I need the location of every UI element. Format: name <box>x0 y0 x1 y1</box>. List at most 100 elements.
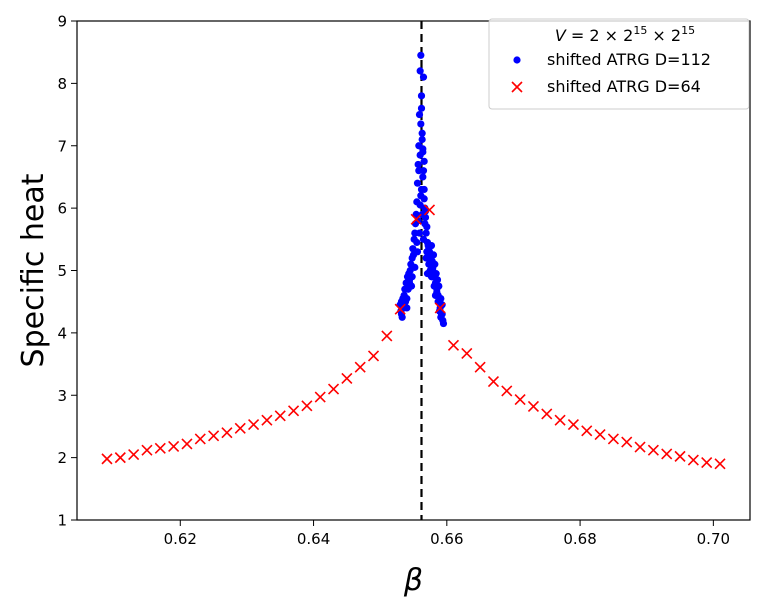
data-point-d64 <box>487 375 500 388</box>
y-tick-label: 8 <box>57 75 67 93</box>
y-tick-label: 6 <box>57 200 67 218</box>
series-d64 <box>101 204 726 470</box>
axes-layer: 0.62 0.64 0.66 0.68 0.70 1 2 3 4 5 6 7 8 9 <box>57 13 751 548</box>
data-point-d112 <box>424 241 432 250</box>
data-point-d112 <box>422 229 430 237</box>
data-point-d64 <box>554 414 566 426</box>
x-tick-label: 0.64 <box>297 530 330 548</box>
legend-title-times: × 2 <box>647 26 681 45</box>
legend-marker-x <box>511 81 523 93</box>
x-tick-label: 0.62 <box>164 530 197 548</box>
legend-frame <box>488 18 750 110</box>
data-point-d64 <box>221 427 233 439</box>
x-axis-title: β <box>403 563 423 598</box>
legend-title-eq: = 2 × 2 <box>566 26 634 45</box>
data-point-d112 <box>416 151 424 159</box>
y-tick-label: 3 <box>57 387 67 405</box>
data-point-d112 <box>417 185 426 194</box>
data-point-d64 <box>447 339 460 351</box>
data-point-d64 <box>434 302 446 314</box>
data-point-d112 <box>420 195 428 203</box>
legend-title: V = 2 × 215 × 215 <box>555 24 695 45</box>
legend-title-exp2: 15 <box>681 24 695 37</box>
data-point-d64 <box>114 452 126 464</box>
data-point-d64 <box>234 422 246 434</box>
data-point-d64 <box>461 347 473 360</box>
data-point-d64 <box>634 441 646 453</box>
data-point-d112 <box>418 129 426 137</box>
series-d112 <box>396 51 448 328</box>
data-point-d64 <box>423 204 436 216</box>
data-point-d64 <box>527 400 540 413</box>
data-point-d64 <box>687 454 699 466</box>
data-point-d112 <box>411 263 419 271</box>
data-point-d112 <box>417 120 425 128</box>
data-point-d64 <box>301 400 313 412</box>
data-point-d64 <box>501 385 513 397</box>
data-point-d64 <box>261 414 273 426</box>
y-tick-label: 7 <box>57 137 67 155</box>
data-point-d64 <box>141 444 153 456</box>
data-point-d64 <box>514 394 526 406</box>
data-point-d64 <box>621 436 633 448</box>
data-point-d64 <box>181 438 193 450</box>
data-point-d112 <box>415 110 424 119</box>
legend: V = 2 × 215 × 215 shifted ATRG D=112shif… <box>488 18 750 110</box>
data-point-d112 <box>439 319 448 328</box>
data-point-d64 <box>661 448 673 460</box>
data-point-d64 <box>154 442 166 454</box>
data-point-d64 <box>674 450 686 462</box>
data-point-d112 <box>433 276 442 284</box>
data-point-d64 <box>410 213 422 225</box>
data-point-d64 <box>287 405 300 417</box>
data-point-d112 <box>419 145 427 153</box>
data-point-d64 <box>194 433 206 445</box>
data-point-d112 <box>415 167 423 175</box>
data-point-d64 <box>714 458 726 470</box>
data-point-d64 <box>354 361 366 373</box>
legend-label: shifted ATRG D=64 <box>547 77 701 96</box>
legend-title-exp1: 15 <box>633 24 647 37</box>
data-point-d112 <box>417 51 425 59</box>
data-point-d112 <box>425 254 434 262</box>
legend-label: shifted ATRG D=112 <box>547 50 711 69</box>
data-point-d64 <box>607 433 619 445</box>
data-point-d112 <box>420 157 428 165</box>
data-point-d64 <box>101 453 113 465</box>
y-tick-label: 2 <box>57 449 67 467</box>
data-point-d64 <box>128 448 140 461</box>
x-tick-label: 0.70 <box>697 530 730 548</box>
data-point-d112 <box>412 210 420 218</box>
data-point-d64 <box>474 361 486 373</box>
data-point-d64 <box>581 425 593 437</box>
y-tick-label: 9 <box>57 13 67 31</box>
data-point-d112 <box>408 273 416 281</box>
data-point-d112 <box>415 229 424 237</box>
data-point-d64 <box>367 350 380 362</box>
data-point-d112 <box>423 223 431 231</box>
y-axis-title: Specific heat <box>16 173 51 367</box>
data-point-d64 <box>314 391 326 403</box>
data-point-d112 <box>433 288 441 296</box>
data-point-d112 <box>405 279 414 287</box>
legend-marker-dot <box>513 56 521 64</box>
data-point-d64 <box>567 419 579 431</box>
data-point-d112 <box>413 238 421 247</box>
data-point-d64 <box>248 419 260 431</box>
data-point-d112 <box>416 67 424 75</box>
data-point-d112 <box>427 266 435 275</box>
data-point-d64 <box>394 303 406 315</box>
data-point-d64 <box>647 444 659 456</box>
data-point-d112 <box>413 248 422 256</box>
legend-entries: shifted ATRG D=112 shifted ATRG D=64 <box>511 50 711 96</box>
data-point-d64 <box>208 430 220 442</box>
data-point-d64 <box>541 408 553 420</box>
legend-title-v: V <box>555 26 567 45</box>
data-point-d64 <box>701 457 713 469</box>
data-point-d64 <box>594 428 606 441</box>
data-point-d112 <box>418 135 426 144</box>
data-point-d112 <box>397 310 406 318</box>
data-point-d112 <box>419 73 428 81</box>
y-tick-label: 4 <box>57 324 67 342</box>
